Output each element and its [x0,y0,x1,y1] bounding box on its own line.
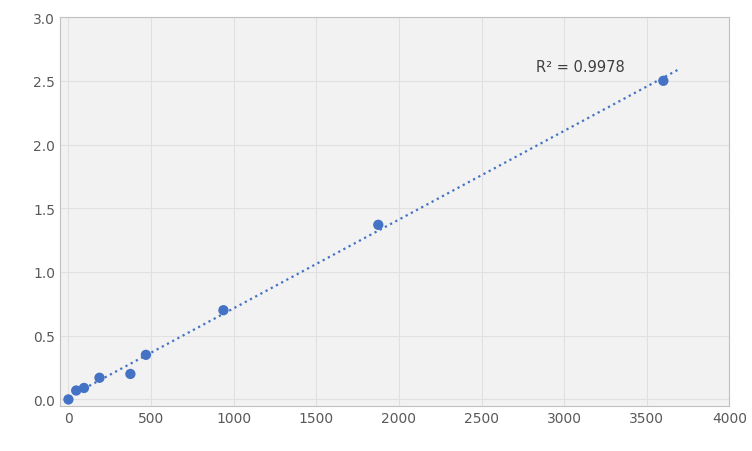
Point [140,351,152,359]
Point [78,385,90,392]
Point [62,396,74,403]
Point [124,371,136,378]
Point [70,387,82,394]
Point [372,222,384,229]
Point [93,374,105,382]
Point [217,307,229,314]
Point [657,78,669,85]
Text: R² = 0.9978: R² = 0.9978 [536,60,625,74]
